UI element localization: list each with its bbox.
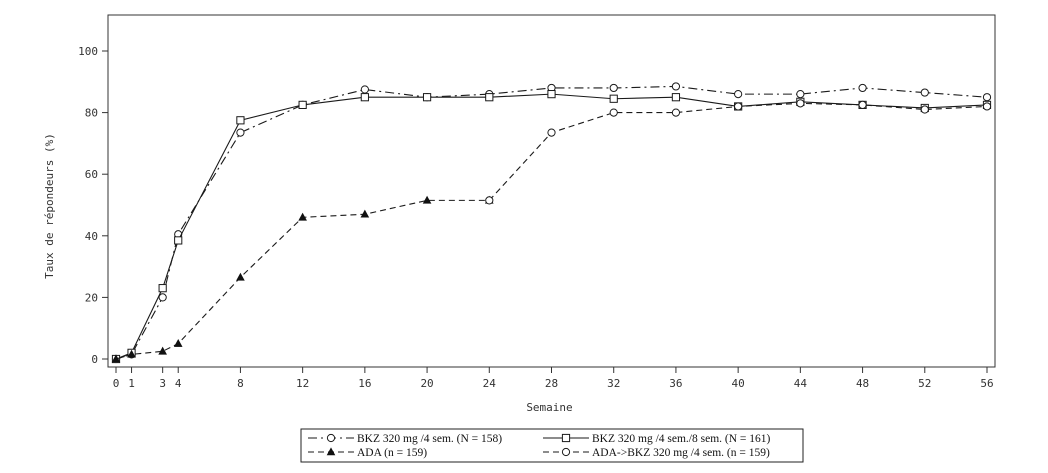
y-tick-label: 60 xyxy=(85,168,98,181)
x-tick-label: 24 xyxy=(483,377,497,390)
square-marker xyxy=(422,93,432,102)
square-marker xyxy=(671,93,681,102)
y-axis: 0 20 40 60 80 100 xyxy=(78,45,108,366)
plot-frame xyxy=(107,14,996,368)
legend: BKZ 320 mg /4 sem. (N = 158) BKZ 320 mg /… xyxy=(300,428,804,463)
x-tick-label: 56 xyxy=(980,377,993,390)
circle-marker xyxy=(982,93,992,102)
circle-marker xyxy=(982,102,992,111)
circle-marker xyxy=(547,128,556,137)
triangle-marker xyxy=(422,195,432,204)
triangle-marker xyxy=(360,209,370,218)
circle-marker xyxy=(920,88,929,97)
triangle-marker xyxy=(127,349,136,358)
triangle-marker xyxy=(111,354,121,363)
legend-label: BKZ 320 mg /4 sem./8 sem. (N = 161) xyxy=(592,433,771,445)
circle-marker xyxy=(360,85,369,94)
x-tick-label: 40 xyxy=(732,377,745,390)
circle-marker xyxy=(734,102,743,111)
x-tick-label: 3 xyxy=(159,377,166,390)
square-marker xyxy=(158,284,167,293)
series-3-line xyxy=(115,199,490,360)
x-tick-label: 36 xyxy=(669,377,682,390)
square-marker xyxy=(360,93,369,102)
legend-label: BKZ 320 mg /4 sem. (N = 158) xyxy=(357,433,502,445)
x-tick-label: 0 xyxy=(113,377,120,390)
series-3 xyxy=(111,195,494,363)
x-tick-label: 48 xyxy=(856,377,869,390)
circle-marker xyxy=(920,105,929,114)
legend-item-3: ADA (n = 159) xyxy=(308,447,427,459)
y-tick-label: 20 xyxy=(85,291,98,304)
x-tick-label: 52 xyxy=(918,377,931,390)
x-tick-label: 8 xyxy=(237,377,244,390)
circle-marker xyxy=(485,196,494,205)
legend-item-2: BKZ 320 mg /4 sem./8 sem. (N = 161) xyxy=(543,433,771,445)
circle-marker xyxy=(326,433,336,443)
circle-marker xyxy=(561,447,571,457)
triangle-marker xyxy=(326,447,336,456)
x-axis-title: Semaine xyxy=(526,401,572,414)
circle-marker xyxy=(671,82,681,91)
square-marker xyxy=(609,94,618,103)
triangle-marker xyxy=(236,272,245,281)
circle-marker xyxy=(158,293,167,302)
series-4-line xyxy=(488,102,988,201)
legend-box xyxy=(300,428,804,463)
circle-marker xyxy=(796,90,805,99)
circle-marker xyxy=(796,99,805,108)
x-tick-label: 4 xyxy=(175,377,182,390)
circle-marker xyxy=(734,90,743,99)
x-tick-label: 32 xyxy=(607,377,620,390)
legend-item-4: ADA->BKZ 320 mg /4 sem. (n = 159) xyxy=(543,447,770,459)
series-layer xyxy=(111,82,992,364)
square-marker xyxy=(547,90,556,99)
x-tick-label: 28 xyxy=(545,377,558,390)
square-marker xyxy=(174,236,183,245)
circle-marker xyxy=(858,83,867,93)
circle-marker xyxy=(671,108,681,117)
series-4 xyxy=(485,99,992,205)
legend-label: ADA->BKZ 320 mg /4 sem. (n = 159) xyxy=(592,447,770,459)
triangle-marker xyxy=(158,346,167,355)
y-tick-label: 100 xyxy=(78,45,98,58)
y-axis-title: Taux de répondeurs (%) xyxy=(43,133,56,279)
circle-marker xyxy=(858,100,867,110)
y-tick-label: 80 xyxy=(85,107,98,120)
x-tick-label: 44 xyxy=(794,377,808,390)
x-tick-label: 16 xyxy=(358,377,371,390)
circle-marker xyxy=(236,128,245,137)
y-tick-label: 40 xyxy=(85,230,98,243)
circle-marker xyxy=(609,108,618,117)
x-tick-label: 20 xyxy=(420,377,433,390)
triangle-marker xyxy=(298,212,307,221)
x-tick-label: 12 xyxy=(296,377,309,390)
x-tick-label: 1 xyxy=(128,377,135,390)
series-1-line xyxy=(115,85,988,360)
y-tick-label: 0 xyxy=(91,353,98,366)
legend-item-1: BKZ 320 mg /4 sem. (N = 158) xyxy=(308,433,502,445)
square-marker xyxy=(298,100,307,110)
square-marker xyxy=(236,116,245,125)
square-marker xyxy=(485,93,494,102)
legend-label: ADA (n = 159) xyxy=(357,447,427,459)
series-1 xyxy=(111,82,992,364)
circle-marker xyxy=(609,83,618,93)
square-marker xyxy=(561,433,571,443)
triangle-marker xyxy=(173,338,183,347)
x-axis: 0 1 3 4 8 12 16 20 24 28 32 36 40 44 48 52 56 xyxy=(113,367,994,390)
